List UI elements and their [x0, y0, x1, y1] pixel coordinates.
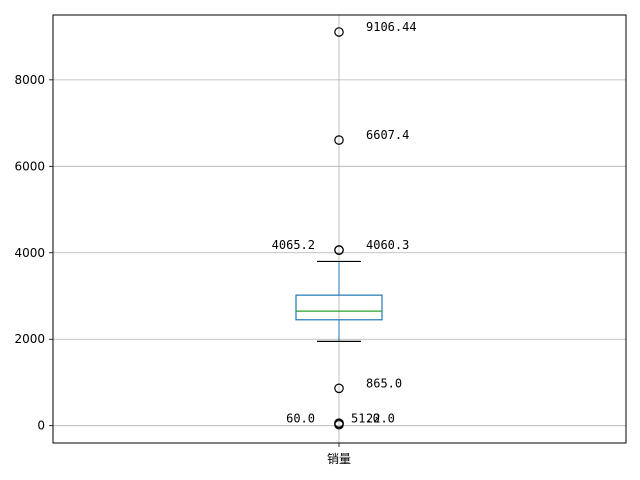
y-tick-label-4000: 4000 [14, 246, 45, 260]
outlier-annotation-6: 51.0 [351, 412, 380, 426]
y-tick-label-6000: 6000 [14, 159, 45, 173]
y-tick-label-2000: 2000 [14, 332, 45, 346]
plot-frame [52, 14, 627, 444]
outlier-point-0 [334, 27, 344, 37]
outlier-points [334, 27, 344, 430]
outlier-point-1 [334, 135, 344, 145]
outlier-annotation-5: 60.0 [286, 412, 315, 426]
outlier-annotations: 9106.44 6607.4 4065.2 4060.3 865.0 60.0 51.022… [272, 20, 417, 426]
grid-lines [53, 15, 626, 443]
axes: 0 2000 4000 6000 8000 销量 [14, 14, 627, 466]
outlier-annotation-7: 22.0 [366, 412, 395, 426]
y-tick-label-0: 0 [37, 419, 45, 433]
outlier-point-3 [334, 245, 344, 255]
outlier-annotation-2: 4065.2 [272, 238, 315, 252]
outlier-annotation-0: 9106.44 [366, 20, 417, 34]
y-tick-label-8000: 8000 [14, 73, 45, 87]
outlier-point-7 [334, 419, 344, 430]
x-category-label: 销量 [327, 452, 351, 466]
outlier-annotation-4: 865.0 [366, 376, 402, 390]
outlier-annotation-3: 4060.3 [366, 238, 409, 252]
iqr-box [295, 294, 383, 321]
box-plot [295, 260, 383, 343]
outlier-point-4 [334, 383, 344, 394]
outlier-annotation-1: 6607.4 [366, 128, 409, 142]
